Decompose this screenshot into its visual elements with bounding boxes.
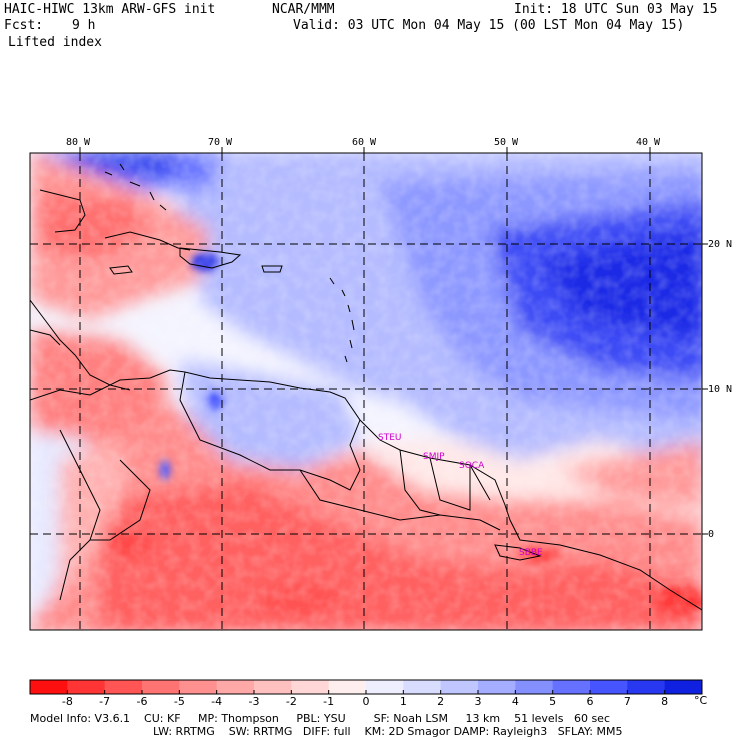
map-frame bbox=[29, 152, 703, 631]
longitude-label-60w: 60 W bbox=[352, 137, 377, 148]
colorbar-swatch bbox=[254, 680, 292, 694]
model-info-line2: LW: RRTMG SW: RRTMG DIFF: full KM: 2D Sm… bbox=[153, 725, 623, 738]
colorbar-swatch bbox=[179, 680, 218, 694]
colorbar-tick-label: 6 bbox=[587, 695, 594, 708]
colorbar-unit: °C bbox=[694, 694, 708, 707]
colorbar-swatch bbox=[291, 680, 330, 694]
colorbar-swatch bbox=[30, 680, 68, 694]
colorbar-swatch bbox=[403, 680, 442, 694]
colorbar-swatch bbox=[328, 680, 367, 694]
colorbar-swatch bbox=[552, 680, 591, 694]
colorbar-swatch bbox=[142, 680, 180, 694]
model-info-line1: Model Info: V3.6.1 CU: KF MP: Thompson P… bbox=[30, 712, 610, 725]
colorbar-swatch bbox=[627, 680, 666, 694]
colorbar-tick-label: -8 bbox=[62, 695, 73, 708]
map-field: STEU SMJP SOCA SBBE bbox=[30, 153, 702, 630]
colorbar-tick-label: 8 bbox=[661, 695, 668, 708]
station-label-smjp: SMJP bbox=[423, 452, 445, 462]
colorbar-swatch bbox=[104, 680, 143, 694]
longitude-label-50w: 50 W bbox=[494, 137, 519, 148]
colorbar-swatch bbox=[590, 680, 628, 694]
colorbar-tick-label: -5 bbox=[174, 695, 185, 708]
colorbar-tick-label: -1 bbox=[323, 695, 334, 708]
colorbar-tick-label: 0 bbox=[363, 695, 370, 708]
model-title: HAIC-HIWC 13km ARW-GFS init bbox=[4, 2, 216, 17]
colorbar-tick-label: -3 bbox=[249, 695, 260, 708]
station-label-soca: SOCA bbox=[459, 461, 485, 471]
init-time: Init: 18 UTC Sun 03 May 15 bbox=[514, 2, 718, 17]
station-label-steu: STEU bbox=[378, 433, 401, 443]
colorbar-tick-label: 5 bbox=[549, 695, 556, 708]
colorbar-swatch bbox=[478, 680, 516, 694]
colorbar-tick-label: -6 bbox=[137, 695, 148, 708]
colorbar-tick-label: -7 bbox=[99, 695, 110, 708]
colorbar-tick-label: -4 bbox=[211, 695, 222, 708]
colorbar-swatch bbox=[664, 680, 703, 694]
valid-time: Valid: 03 UTC Mon 04 May 15 (00 LST Mon … bbox=[293, 18, 685, 33]
colorbar-tick-label: -2 bbox=[286, 695, 297, 708]
colorbar-tick-label: 4 bbox=[512, 695, 519, 708]
latitude-label-20n: 20 N bbox=[708, 239, 732, 250]
colorbar-tick-label: 7 bbox=[624, 695, 631, 708]
longitude-label-70w: 70 W bbox=[208, 137, 233, 148]
colorbar-swatch bbox=[440, 680, 479, 694]
station-label-sbbe: SBBE bbox=[519, 548, 543, 558]
longitude-label-80w: 80 W bbox=[66, 137, 91, 148]
colorbar-swatch bbox=[515, 680, 554, 694]
colorbar-swatch bbox=[366, 680, 404, 694]
forecast-label: Fcst: bbox=[4, 18, 44, 33]
organization-label: NCAR/MMM bbox=[272, 2, 335, 17]
forecast-hour: 9 h bbox=[72, 18, 96, 33]
colorbar bbox=[29, 679, 703, 695]
colorbar-tick-labels: -8 -7 -6 -5 -4 -3 -2 -1 0 1 2 3 4 5 6 7 8 bbox=[62, 695, 668, 708]
colorbar-swatch bbox=[67, 680, 106, 694]
colorbar-tick-label: 3 bbox=[475, 695, 482, 708]
field-name: Lifted index bbox=[8, 35, 102, 50]
longitude-label-40w: 40 W bbox=[636, 137, 661, 148]
latitude-label-10n: 10 N bbox=[708, 384, 732, 395]
colorbar-tick-label: 2 bbox=[437, 695, 444, 708]
colorbar-swatch bbox=[216, 680, 255, 694]
latitude-label-0: 0 bbox=[708, 529, 714, 540]
colorbar-tick-label: 1 bbox=[400, 695, 407, 708]
